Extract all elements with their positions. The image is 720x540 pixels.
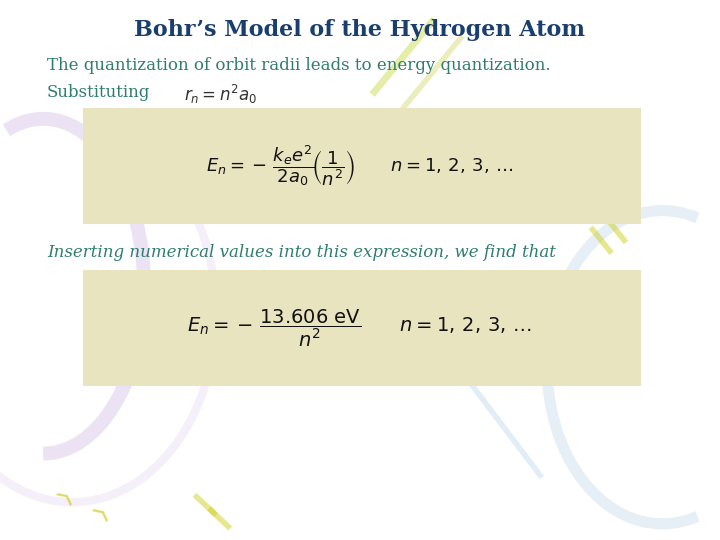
Text: Bohr’s Model of the Hydrogen Atom: Bohr’s Model of the Hydrogen Atom	[135, 19, 585, 41]
Text: $E_n = -\,\dfrac{k_e e^2}{2a_0}\!\left(\dfrac{1}{n^2}\right) \qquad n = 1,\,2,\,: $E_n = -\,\dfrac{k_e e^2}{2a_0}\!\left(\…	[207, 144, 513, 188]
Text: Substituting: Substituting	[47, 84, 150, 100]
FancyBboxPatch shape	[83, 270, 641, 386]
Text: Inserting numerical values into this expression, we find that: Inserting numerical values into this exp…	[47, 244, 556, 261]
Text: The quantization of orbit radii leads to energy quantization.: The quantization of orbit radii leads to…	[47, 57, 550, 73]
FancyBboxPatch shape	[83, 108, 641, 224]
Text: $E_n = -\,\dfrac{13.606\text{ eV}}{n^2} \qquad n = 1,\,2,\,3,\,\ldots$: $E_n = -\,\dfrac{13.606\text{ eV}}{n^2} …	[187, 307, 533, 349]
Text: ❭: ❭	[89, 499, 112, 522]
Text: ❭: ❭	[53, 483, 76, 505]
Text: $r_n = n^2a_0$: $r_n = n^2a_0$	[184, 83, 257, 106]
